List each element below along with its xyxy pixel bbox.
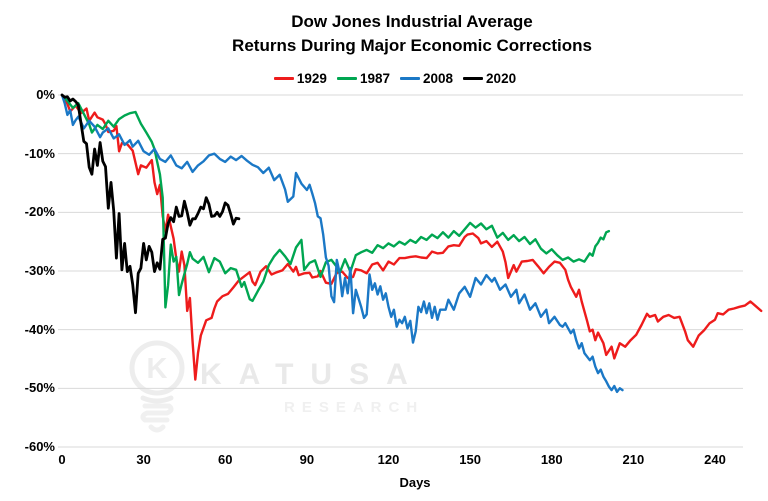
series-line-2008 [60, 93, 624, 394]
lightbulb-k-icon: K [129, 340, 185, 433]
watermark-sub-text: RESEARCH [284, 399, 425, 416]
series-line-1987 [60, 93, 611, 309]
watermark-brand-text: KATUSA [200, 358, 425, 391]
svg-text:K: K [147, 353, 168, 385]
series-line-2020 [60, 93, 241, 315]
series-line-1929 [60, 93, 763, 381]
